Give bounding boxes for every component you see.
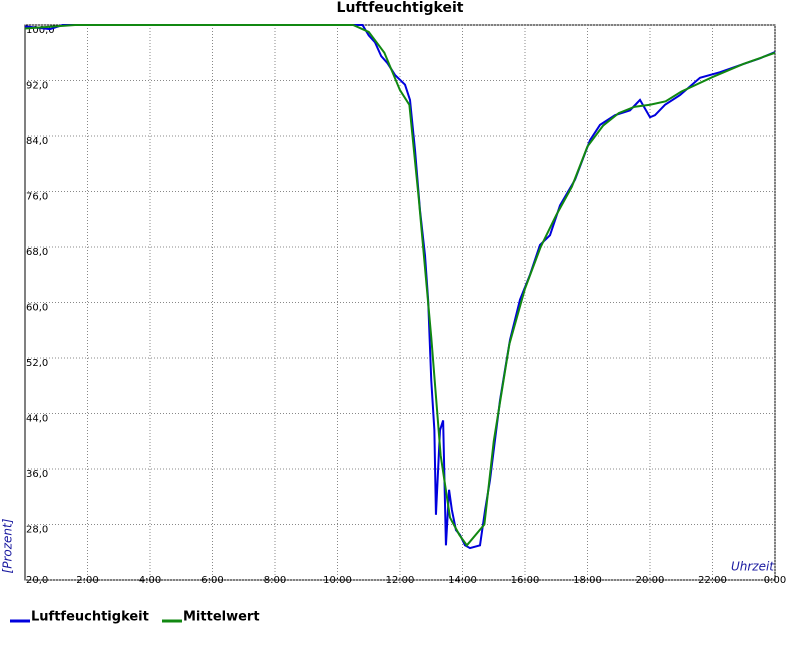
x-tick-label: 16:00	[511, 575, 540, 586]
y-tick-label: 52,0	[26, 358, 48, 369]
data-line	[24, 24, 776, 547]
y-tick-label: 36,0	[26, 469, 48, 480]
x-tick-label: 8:00	[264, 575, 286, 586]
data-line	[24, 24, 776, 550]
x-tick-label: 10:00	[323, 575, 352, 586]
x-axis-label: Uhrzeit	[731, 560, 775, 574]
y-tick-label: 68,0	[26, 247, 48, 258]
x-tick-label: 0:00	[764, 575, 786, 586]
legend-label: Luftfeuchtigkeit	[31, 610, 149, 625]
y-tick-label: 92,0	[26, 81, 48, 92]
y-tick-label: 84,0	[26, 136, 48, 147]
x-tick-label: 20:00	[636, 575, 665, 586]
y-tick-label: 100,0	[26, 25, 55, 36]
y-tick-label: 60,0	[26, 303, 48, 314]
x-tick-label: 22:00	[698, 575, 727, 586]
x-tick-label: 14:00	[448, 575, 477, 586]
y-tick-label: 44,0	[26, 414, 48, 425]
x-tick-label: 18:00	[573, 575, 602, 586]
legend-label: Mittelwert	[183, 610, 260, 625]
y-tick-label: 76,0	[26, 192, 48, 203]
x-tick-label: 6:00	[201, 575, 223, 586]
x-tick-label: 2:00	[76, 575, 98, 586]
y-axis-label: [Prozent]	[1, 518, 15, 573]
y-tick-label: 20,0	[26, 575, 48, 586]
y-tick-label: 28,0	[26, 525, 48, 536]
x-tick-label: 4:00	[139, 575, 161, 586]
chart-title: Luftfeuchtigkeit	[337, 0, 464, 16]
x-tick-label: 12:00	[386, 575, 415, 586]
